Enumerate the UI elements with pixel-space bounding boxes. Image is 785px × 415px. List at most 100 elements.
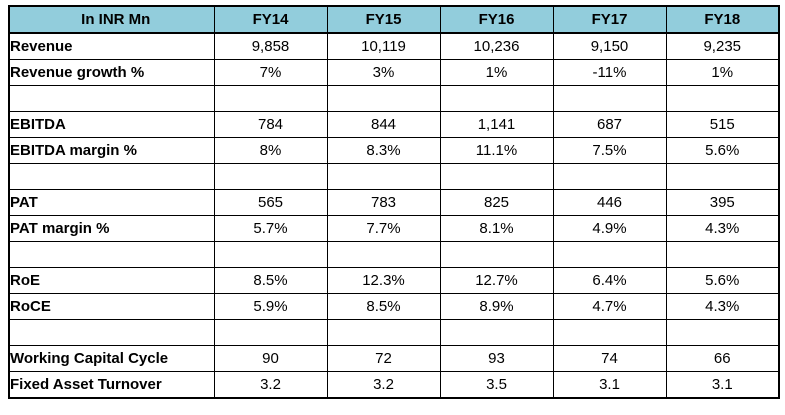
value-cell: 825 bbox=[439, 189, 554, 216]
value-cell: 93 bbox=[439, 345, 554, 372]
spacer-cell bbox=[439, 163, 554, 190]
value-cell: 783 bbox=[326, 189, 441, 216]
value-cell: 72 bbox=[326, 345, 441, 372]
row-label-pat-margin: PAT margin % bbox=[8, 215, 215, 242]
value-cell: 3.2 bbox=[213, 371, 328, 399]
value-cell: 8.1% bbox=[439, 215, 554, 242]
value-cell: 8% bbox=[213, 137, 328, 164]
value-cell: 12.7% bbox=[439, 267, 554, 294]
value-cell: 4.7% bbox=[552, 293, 667, 320]
table-row-pat: PAT 565 783 825 446 395 bbox=[8, 189, 780, 216]
column-header-fy15: FY15 bbox=[326, 5, 441, 34]
value-cell: 12.3% bbox=[326, 267, 441, 294]
value-cell: 5.6% bbox=[665, 267, 780, 294]
value-cell: 7% bbox=[213, 59, 328, 86]
value-cell: 11.1% bbox=[439, 137, 554, 164]
table-row-fixed-asset-turnover: Fixed Asset Turnover 3.2 3.2 3.5 3.1 3.1 bbox=[8, 371, 780, 399]
table-row-pat-margin: PAT margin % 5.7% 7.7% 8.1% 4.9% 4.3% bbox=[8, 215, 780, 242]
row-label-pat: PAT bbox=[8, 189, 215, 216]
row-label-ebitda-margin: EBITDA margin % bbox=[8, 137, 215, 164]
column-header-fy17: FY17 bbox=[552, 5, 667, 34]
value-cell: 8.5% bbox=[213, 267, 328, 294]
spacer-row bbox=[8, 85, 780, 112]
row-label-roe: RoE bbox=[8, 267, 215, 294]
unit-header: In INR Mn bbox=[8, 5, 215, 34]
row-label-roce: RoCE bbox=[8, 293, 215, 320]
spacer-cell bbox=[213, 163, 328, 190]
value-cell: 1,141 bbox=[439, 111, 554, 138]
header-row: In INR Mn FY14 FY15 FY16 FY17 FY18 bbox=[8, 5, 780, 34]
row-label-fixed-asset-turnover: Fixed Asset Turnover bbox=[8, 371, 215, 399]
value-cell: 1% bbox=[665, 59, 780, 86]
column-header-fy18: FY18 bbox=[665, 5, 780, 34]
value-cell: 3.1 bbox=[665, 371, 780, 399]
spacer-cell bbox=[8, 319, 215, 346]
spacer-row bbox=[8, 163, 780, 190]
value-cell: 4.3% bbox=[665, 215, 780, 242]
spacer-cell bbox=[665, 85, 780, 112]
row-label-revenue-growth: Revenue growth % bbox=[8, 59, 215, 86]
table-row-working-capital-cycle: Working Capital Cycle 90 72 93 74 66 bbox=[8, 345, 780, 372]
value-cell: 9,150 bbox=[552, 32, 667, 60]
value-cell: 5.7% bbox=[213, 215, 328, 242]
value-cell: 10,119 bbox=[326, 32, 441, 60]
spacer-cell bbox=[665, 319, 780, 346]
value-cell: 9,235 bbox=[665, 32, 780, 60]
value-cell: 784 bbox=[213, 111, 328, 138]
value-cell: 8.3% bbox=[326, 137, 441, 164]
row-label-ebitda: EBITDA bbox=[8, 111, 215, 138]
value-cell: 446 bbox=[552, 189, 667, 216]
spacer-cell bbox=[8, 85, 215, 112]
column-header-fy16: FY16 bbox=[439, 5, 554, 34]
value-cell: 3.2 bbox=[326, 371, 441, 399]
spacer-cell bbox=[8, 163, 215, 190]
value-cell: -11% bbox=[552, 59, 667, 86]
table-row-roe: RoE 8.5% 12.3% 12.7% 6.4% 5.6% bbox=[8, 267, 780, 294]
value-cell: 844 bbox=[326, 111, 441, 138]
value-cell: 7.7% bbox=[326, 215, 441, 242]
spacer-cell bbox=[326, 163, 441, 190]
spacer-cell bbox=[326, 319, 441, 346]
value-cell: 3% bbox=[326, 59, 441, 86]
table-container: In INR Mn FY14 FY15 FY16 FY17 FY18 Reven… bbox=[8, 5, 780, 399]
table-row-ebitda: EBITDA 784 844 1,141 687 515 bbox=[8, 111, 780, 138]
value-cell: 5.9% bbox=[213, 293, 328, 320]
value-cell: 10,236 bbox=[439, 32, 554, 60]
spacer-cell bbox=[552, 241, 667, 268]
spacer-cell bbox=[552, 163, 667, 190]
spacer-cell bbox=[552, 319, 667, 346]
value-cell: 3.1 bbox=[552, 371, 667, 399]
value-cell: 9,858 bbox=[213, 32, 328, 60]
row-label-revenue: Revenue bbox=[8, 32, 215, 60]
spacer-cell bbox=[326, 241, 441, 268]
financial-metrics-table: In INR Mn FY14 FY15 FY16 FY17 FY18 Reven… bbox=[8, 5, 780, 399]
spacer-cell bbox=[213, 319, 328, 346]
spacer-cell bbox=[439, 85, 554, 112]
value-cell: 8.5% bbox=[326, 293, 441, 320]
value-cell: 3.5 bbox=[439, 371, 554, 399]
spacer-cell bbox=[213, 85, 328, 112]
value-cell: 565 bbox=[213, 189, 328, 216]
value-cell: 6.4% bbox=[552, 267, 667, 294]
spacer-row bbox=[8, 241, 780, 268]
table-row-revenue-growth: Revenue growth % 7% 3% 1% -11% 1% bbox=[8, 59, 780, 86]
value-cell: 4.3% bbox=[665, 293, 780, 320]
spacer-cell bbox=[665, 163, 780, 190]
spacer-row bbox=[8, 319, 780, 346]
spacer-cell bbox=[8, 241, 215, 268]
table-row-ebitda-margin: EBITDA margin % 8% 8.3% 11.1% 7.5% 5.6% bbox=[8, 137, 780, 164]
table-row-roce: RoCE 5.9% 8.5% 8.9% 4.7% 4.3% bbox=[8, 293, 780, 320]
value-cell: 395 bbox=[665, 189, 780, 216]
value-cell: 66 bbox=[665, 345, 780, 372]
table-row-revenue: Revenue 9,858 10,119 10,236 9,150 9,235 bbox=[8, 32, 780, 60]
value-cell: 1% bbox=[439, 59, 554, 86]
row-label-working-capital-cycle: Working Capital Cycle bbox=[8, 345, 215, 372]
value-cell: 5.6% bbox=[665, 137, 780, 164]
spacer-cell bbox=[665, 241, 780, 268]
value-cell: 90 bbox=[213, 345, 328, 372]
spacer-cell bbox=[213, 241, 328, 268]
value-cell: 74 bbox=[552, 345, 667, 372]
value-cell: 7.5% bbox=[552, 137, 667, 164]
value-cell: 515 bbox=[665, 111, 780, 138]
